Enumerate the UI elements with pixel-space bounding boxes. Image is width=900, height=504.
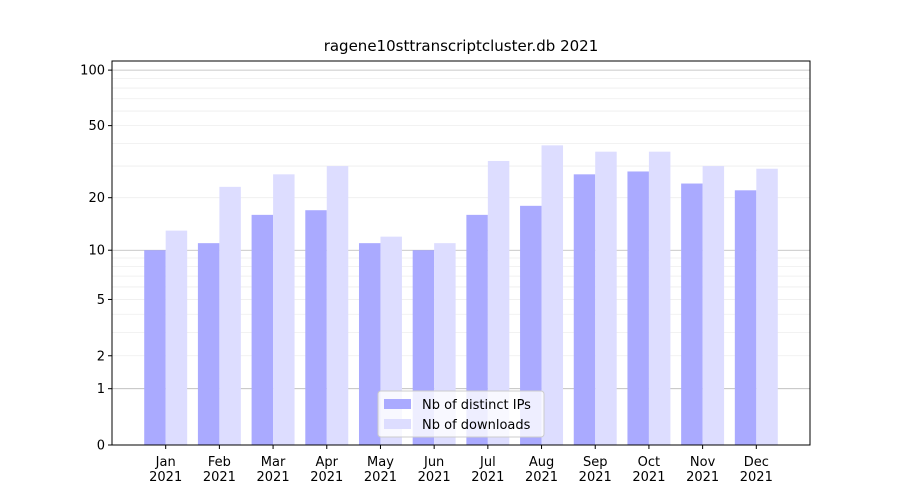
legend-swatch: [384, 419, 411, 429]
legend-label: Nb of distinct IPs: [422, 398, 531, 413]
y-tick-label: 2: [97, 349, 105, 364]
bar: [573, 174, 596, 446]
y-tick-label: 5: [97, 293, 105, 308]
x-tick-label: Feb 2021: [203, 455, 236, 485]
bar: [734, 190, 757, 445]
chart-title: ragene10sttranscriptcluster.db 2021: [324, 37, 599, 55]
bar: [681, 183, 703, 445]
bar: [305, 210, 327, 445]
x-tick-label: Jan 2021: [149, 455, 182, 485]
legend-box: [377, 390, 545, 438]
bar: [487, 160, 510, 445]
bar: [165, 230, 188, 445]
plot-frame: [111, 60, 811, 446]
legend-label: Nb of downloads: [422, 418, 531, 433]
x-tick-label: Dec 2021: [740, 455, 773, 485]
bar: [326, 166, 349, 445]
x-tick-label: Apr 2021: [310, 455, 343, 485]
bar: [273, 174, 295, 446]
bar: [520, 205, 542, 445]
y-tick-label: 10: [88, 244, 105, 259]
y-tick-label: 20: [88, 191, 105, 206]
y-tick-label: 0: [97, 439, 105, 454]
bar: [627, 171, 649, 445]
bar: [144, 250, 166, 445]
y-tick-label: 50: [88, 119, 105, 134]
x-tick-label: May 2021: [364, 455, 397, 485]
x-tick-label: Mar 2021: [257, 455, 290, 485]
bar: [541, 145, 564, 445]
x-tick-label: Jul 2021: [471, 455, 504, 485]
bar: [702, 166, 725, 445]
bar: [648, 151, 671, 445]
bar: [595, 151, 617, 445]
x-tick-label: Oct 2021: [632, 455, 665, 485]
x-tick-label: Nov 2021: [686, 455, 719, 485]
bar: [466, 214, 488, 445]
x-tick-label: Jun 2021: [418, 455, 451, 485]
x-tick-label: Aug 2021: [525, 455, 558, 485]
y-tick-label: 1: [97, 382, 105, 397]
x-tick-label: Sep 2021: [579, 455, 612, 485]
bar: [219, 186, 241, 445]
legend-swatch: [384, 399, 411, 409]
bar: [197, 243, 220, 445]
bar: [756, 168, 778, 445]
y-tick-label: 100: [80, 64, 105, 79]
bar: [251, 214, 274, 445]
bar: [358, 243, 381, 445]
